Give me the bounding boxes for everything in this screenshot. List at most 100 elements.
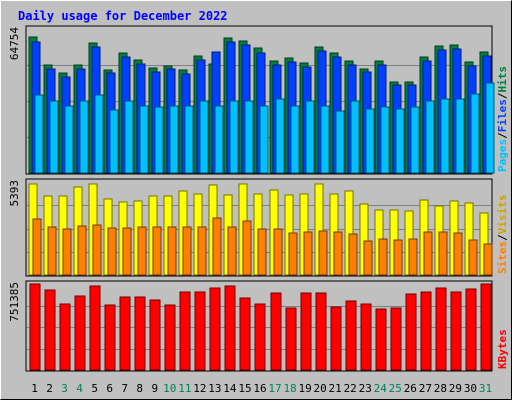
bar-kbytes-day-18 [285, 307, 297, 371]
bar-pages-day-25 [395, 108, 405, 174]
bar-sites-day-25 [393, 239, 403, 276]
bar-pages-day-9 [154, 106, 164, 174]
bar-sites-day-14 [227, 226, 237, 276]
bar-sites-day-29 [453, 232, 463, 276]
bar-kbytes-day-17 [270, 292, 282, 371]
bar-sites-day-18 [288, 232, 298, 276]
day-label-9: 9 [151, 382, 158, 395]
day-label-14: 14 [223, 382, 237, 395]
day-label-12: 12 [193, 382, 206, 395]
day-label-18: 18 [283, 382, 296, 395]
bar-kbytes-day-9 [149, 299, 161, 371]
bar-pages-day-24 [380, 106, 390, 174]
day-label-16: 16 [253, 382, 266, 395]
bar-kbytes-day-5 [89, 285, 101, 371]
bar-pages-day-19 [305, 100, 315, 174]
bar-sites-day-12 [197, 226, 207, 276]
day-label-20: 20 [314, 382, 327, 395]
legend-entry: Files [496, 99, 509, 132]
bar-sites-day-20 [318, 230, 328, 276]
bar-pages-day-1 [34, 94, 44, 174]
bar-pages-day-7 [124, 100, 134, 174]
bar-pages-day-15 [244, 100, 254, 174]
day-label-17: 17 [268, 382, 281, 395]
bar-kbytes-day-24 [375, 308, 387, 371]
bar-kbytes-day-26 [405, 293, 417, 371]
bar-pages-day-6 [109, 109, 119, 174]
legend-entry: Hits [496, 66, 509, 93]
bar-sites-day-28 [438, 231, 448, 276]
bar-kbytes-day-29 [450, 291, 462, 371]
panel-2-legend: Sites/Visits [496, 195, 509, 275]
bar-pages-day-29 [455, 98, 465, 174]
bar-kbytes-day-28 [435, 287, 447, 371]
bar-pages-day-23 [365, 108, 375, 174]
day-label-11: 11 [178, 382, 191, 395]
day-label-28: 28 [434, 382, 447, 395]
legend-entry: / [496, 234, 509, 241]
bar-kbytes-day-23 [360, 303, 372, 371]
bar-kbytes-day-16 [254, 303, 266, 371]
legend-entry: Sites [496, 241, 509, 274]
bar-kbytes-day-1 [29, 283, 41, 371]
day-label-29: 29 [449, 382, 462, 395]
bar-kbytes-day-21 [330, 306, 342, 371]
bar-sites-day-5 [92, 224, 102, 276]
day-label-6: 6 [106, 382, 113, 395]
bar-kbytes-day-8 [134, 296, 146, 371]
bar-sites-day-23 [363, 240, 373, 276]
bar-kbytes-day-13 [209, 287, 221, 371]
bar-kbytes-day-25 [390, 307, 402, 371]
day-label-13: 13 [208, 382, 221, 395]
bar-sites-day-1 [32, 218, 42, 276]
day-label-5: 5 [91, 382, 98, 395]
bar-sites-day-21 [333, 231, 343, 276]
bar-pages-day-11 [184, 105, 194, 174]
panel-1-max-label: 64754 [8, 27, 21, 60]
bar-sites-day-2 [47, 226, 57, 276]
bar-pages-day-8 [139, 105, 149, 174]
bar-sites-day-15 [242, 220, 252, 276]
bar-sites-day-16 [257, 228, 267, 276]
panel-3: 751385 KBytes [8, 280, 509, 372]
bar-pages-day-20 [320, 105, 330, 174]
bar-pages-day-10 [169, 105, 179, 174]
bar-pages-day-28 [440, 98, 450, 174]
day-label-1: 1 [31, 382, 38, 395]
bar-sites-day-10 [167, 226, 177, 276]
day-label-26: 26 [404, 382, 417, 395]
bar-sites-day-19 [303, 231, 313, 276]
bar-kbytes-day-27 [420, 291, 432, 371]
bar-sites-day-24 [378, 238, 388, 276]
day-label-30: 30 [464, 382, 477, 395]
bar-sites-day-27 [423, 231, 433, 276]
panel-3-max-label: 751385 [8, 282, 21, 322]
legend-entry: / [496, 92, 509, 99]
bar-pages-day-12 [199, 100, 209, 174]
bar-pages-day-14 [229, 100, 239, 174]
bar-pages-day-5 [94, 94, 104, 174]
bar-sites-day-31 [483, 243, 493, 276]
bar-sites-day-3 [62, 228, 72, 276]
day-label-2: 2 [46, 382, 53, 395]
bar-pages-day-18 [290, 105, 300, 174]
bar-sites-day-13 [212, 217, 222, 276]
bar-sites-day-11 [182, 226, 192, 276]
bar-pages-day-16 [259, 105, 269, 174]
bar-kbytes-day-10 [164, 304, 176, 371]
day-label-3: 3 [61, 382, 68, 395]
bar-pages-day-3 [64, 105, 74, 174]
bar-kbytes-day-15 [239, 297, 251, 371]
bar-kbytes-day-30 [465, 288, 477, 371]
bar-pages-day-22 [350, 100, 360, 174]
bar-kbytes-day-3 [59, 303, 71, 371]
day-label-4: 4 [76, 382, 83, 395]
bar-sites-day-17 [273, 228, 283, 276]
bar-sites-day-8 [137, 226, 147, 276]
bar-kbytes-day-31 [480, 283, 492, 371]
panel-1-legend: Pages/Files/Hits [496, 66, 509, 172]
panel-2: 5393 Sites/Visits [8, 178, 509, 277]
day-label-21: 21 [329, 382, 342, 395]
legend-entry: KBytes [496, 329, 509, 369]
